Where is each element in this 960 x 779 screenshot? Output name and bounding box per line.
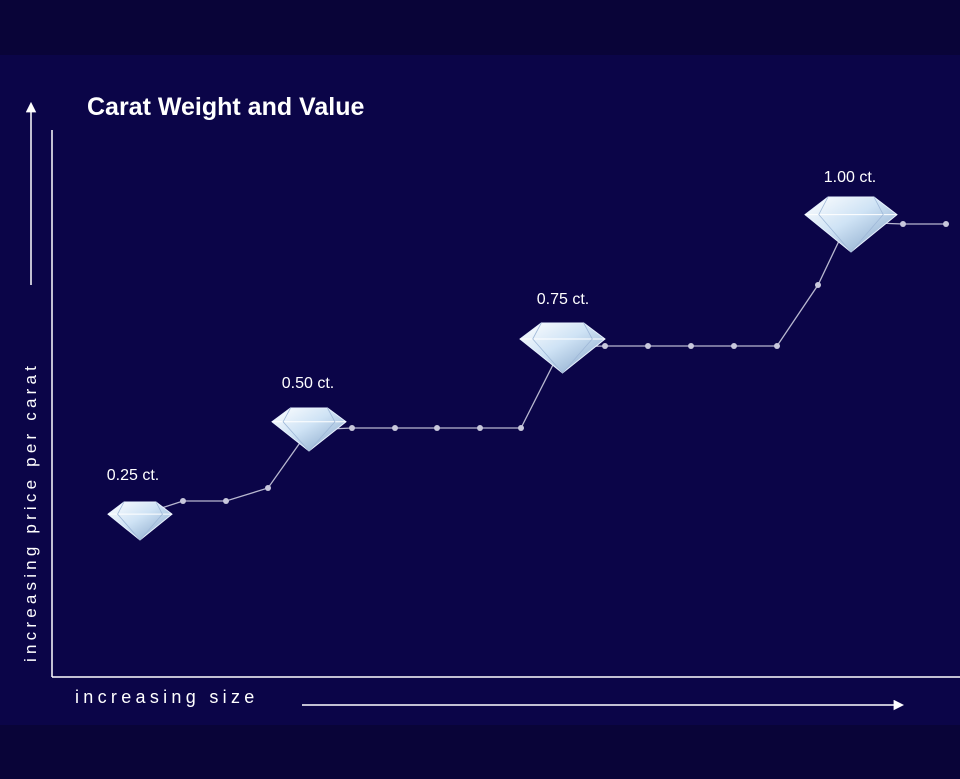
facets <box>818 196 884 253</box>
diamond-label: 0.75 ct. <box>537 291 589 308</box>
dot <box>774 343 780 349</box>
facets <box>117 501 163 541</box>
step-line <box>139 221 946 516</box>
dots <box>180 221 949 504</box>
dot <box>180 498 186 504</box>
facets <box>282 407 336 452</box>
diamond <box>107 501 173 541</box>
dot <box>518 425 524 431</box>
dot <box>688 343 694 349</box>
dot <box>477 425 483 431</box>
dot <box>223 498 229 504</box>
dot <box>434 425 440 431</box>
dot <box>265 485 271 491</box>
facets <box>532 322 593 374</box>
diamonds: 0.25 ct. 0.50 ct. 0.75 ct. 1.00 ct. <box>107 169 898 541</box>
diamond-label: 1.00 ct. <box>824 169 876 186</box>
title: Carat Weight and Value <box>87 93 364 121</box>
dot <box>392 425 398 431</box>
dot <box>731 343 737 349</box>
dot <box>602 343 608 349</box>
diamond-label: 0.50 ct. <box>282 375 334 392</box>
diamond <box>804 196 898 253</box>
dot <box>815 282 821 288</box>
panel <box>0 55 960 725</box>
dot <box>900 221 906 227</box>
dot <box>349 425 355 431</box>
x-axis-label: increasing size <box>75 687 259 707</box>
diamond-label: 0.25 ct. <box>107 467 159 484</box>
diamond <box>519 322 606 374</box>
y-axis-label: increasing price per carat <box>21 362 40 662</box>
diamond <box>271 407 347 452</box>
dot <box>645 343 651 349</box>
dot <box>943 221 949 227</box>
